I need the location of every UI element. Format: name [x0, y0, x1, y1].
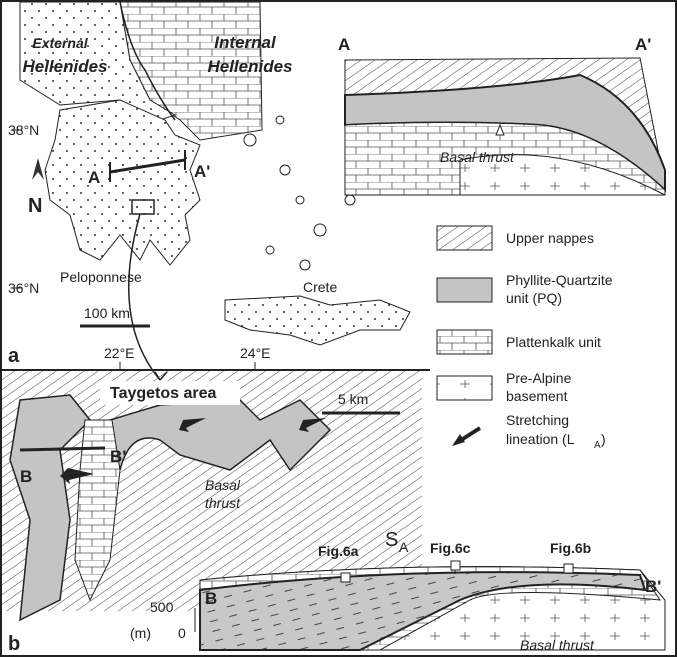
shape: [244, 134, 256, 146]
shape: [437, 330, 492, 354]
label: lineation (L: [506, 431, 575, 447]
label: A': [194, 162, 210, 181]
panel-label: a: [8, 345, 20, 367]
label: thrust: [205, 495, 241, 511]
label: Basal thrust: [440, 149, 515, 165]
label: External: [32, 35, 88, 51]
label: 100 km: [84, 305, 130, 321]
label: basement: [506, 388, 568, 404]
label: B: [205, 589, 217, 608]
label: 5 km: [338, 391, 368, 407]
label: Taygetos area: [110, 385, 217, 402]
shape: [345, 195, 355, 205]
label: Fig.6a: [318, 543, 359, 559]
label: B': [110, 447, 126, 466]
shape: [451, 561, 460, 570]
label: 500: [150, 599, 174, 615]
label: Pre-Alpine: [506, 370, 572, 386]
section-line-b: [20, 448, 105, 450]
shape: [437, 376, 492, 400]
shape: [437, 226, 492, 250]
label: ): [601, 431, 606, 447]
label: A: [338, 35, 350, 54]
label: A: [594, 440, 601, 451]
label: Peloponnese: [60, 269, 142, 285]
lat: 38°N: [8, 122, 39, 138]
lon: 24°E: [240, 345, 271, 361]
label: B: [20, 467, 32, 486]
shape: [280, 165, 290, 175]
label: (m): [130, 625, 151, 641]
label: A: [88, 168, 100, 187]
label: Stretching: [506, 412, 569, 428]
lon: 22°E: [104, 345, 135, 361]
north: N: [28, 195, 42, 217]
label: Crete: [303, 279, 337, 295]
label: 0: [178, 625, 186, 641]
shape: [300, 260, 310, 270]
label: Internal: [214, 33, 277, 52]
page: External Hellenides Internal Hellenides …: [0, 0, 677, 657]
lat: 36°N: [8, 280, 39, 296]
label: Basal: [205, 477, 241, 493]
label: Plattenkalk unit: [506, 334, 601, 350]
shape: [564, 564, 573, 573]
label: Upper nappes: [506, 230, 594, 246]
shape: [341, 573, 350, 582]
shape: [276, 116, 284, 124]
label: A': [635, 35, 651, 54]
figure: External Hellenides Internal Hellenides …: [0, 0, 677, 657]
label: Fig.6c: [430, 540, 471, 556]
label: B': [645, 577, 661, 596]
label: unit (PQ): [506, 290, 562, 306]
label: Hellenides: [207, 57, 292, 76]
shape: [296, 196, 304, 204]
label: Hellenides: [22, 57, 107, 76]
shape: [314, 224, 326, 236]
panel-label: b: [8, 633, 20, 655]
label: S: [385, 529, 398, 551]
label: Phyllite-Quartzite: [506, 272, 613, 288]
label: A: [399, 539, 409, 555]
label: Fig.6b: [550, 540, 591, 556]
label: Basal thrust: [520, 637, 595, 653]
shape: [437, 278, 492, 302]
shape: [266, 246, 274, 254]
